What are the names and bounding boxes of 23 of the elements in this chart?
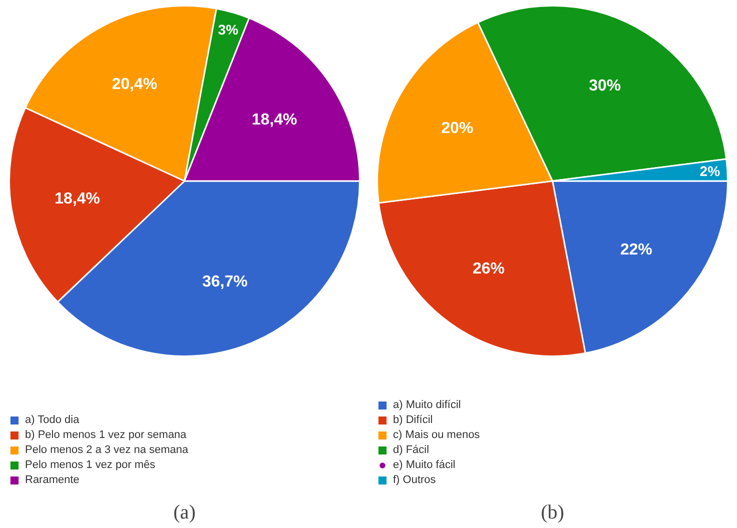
text: (a): [173, 502, 196, 524]
data-label: 20,4%: [112, 76, 158, 94]
data-label: 36,7%: [202, 273, 248, 290]
legend-label: a) Todo dia: [25, 414, 80, 426]
legend-label: f) Outros: [393, 474, 436, 486]
text: (b): [540, 502, 564, 524]
legend-label: d) Fácil: [393, 444, 430, 456]
data-label: 18,4%: [252, 111, 298, 128]
data-label: 26%: [472, 260, 505, 278]
legend-label: b) Pelo menos 1 vez por semana: [25, 429, 186, 441]
legend-label: Pelo menos 2 a 3 vez na semana: [25, 444, 188, 456]
legend-label: Raramente: [25, 474, 80, 486]
legend-label: e) Muito fácil: [393, 459, 456, 471]
data-label: 22%: [620, 242, 652, 259]
data-label: 3%: [218, 21, 239, 38]
legend-label: Pelo menos 1 vez por mês: [25, 459, 156, 471]
data-label: 18,4%: [54, 190, 100, 208]
legend-label: c) Mais ou menos: [393, 429, 480, 441]
data-label: 30%: [588, 77, 621, 94]
data-label: 2%: [700, 163, 721, 180]
legend-label: a) Muito difícil: [393, 399, 461, 411]
data-label: 20%: [441, 120, 474, 138]
legend-label: b) Difícil: [393, 414, 433, 426]
